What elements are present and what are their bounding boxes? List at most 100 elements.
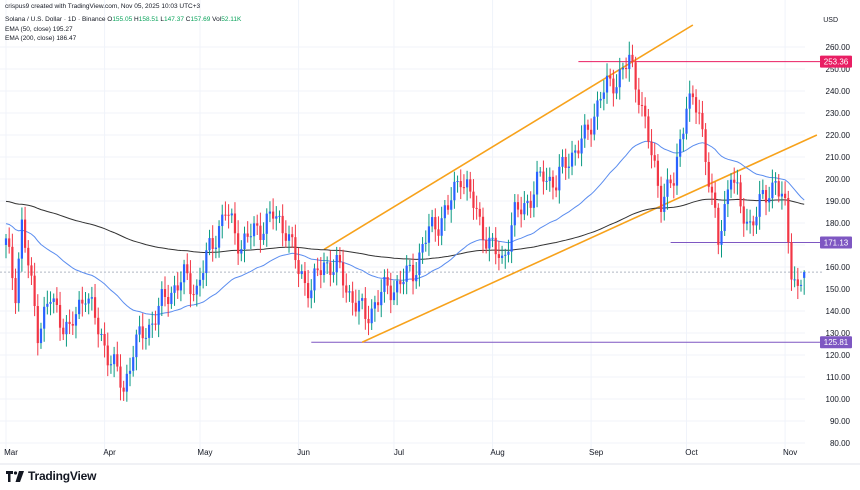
candle-body (252, 223, 256, 237)
candle-body (466, 179, 469, 188)
candle-down (192, 284, 195, 302)
candle-down (297, 247, 300, 288)
candle-down (27, 240, 30, 279)
candle-up (230, 208, 233, 224)
candle-body (669, 179, 672, 184)
resistance-badge-bg (820, 55, 852, 68)
candle-up (793, 266, 796, 288)
candle-body (227, 214, 230, 216)
candle-down (23, 206, 27, 253)
candle-body (132, 357, 135, 371)
candle-body (186, 264, 189, 274)
y-tick-label: 240.00 (826, 87, 851, 96)
candle-body (520, 209, 523, 215)
candle-body (698, 112, 701, 114)
candle-up (265, 208, 268, 247)
candle-body (300, 271, 303, 275)
ema50-line (5, 140, 805, 316)
candle-body (68, 321, 71, 324)
candle-body (84, 303, 87, 305)
candle-up (357, 289, 361, 325)
candle-body (402, 281, 405, 285)
candle-body (424, 242, 427, 245)
candle-body (62, 327, 65, 335)
candle-body (733, 179, 736, 183)
candle-body (268, 211, 272, 214)
candle-body (405, 265, 408, 282)
candle-up (780, 181, 784, 210)
candle-body (481, 216, 485, 241)
candle-up (370, 299, 373, 331)
candle-body (380, 291, 383, 306)
candle-body (777, 181, 780, 197)
candle-down (656, 154, 659, 198)
candle-body (469, 179, 472, 192)
candle-body (341, 262, 345, 286)
candle-body (367, 318, 370, 324)
candle-body (564, 157, 567, 168)
candle-body (650, 141, 653, 156)
candle-down (345, 273, 348, 303)
candle-body (319, 270, 322, 275)
candle-up (128, 357, 132, 387)
candle-body (656, 160, 659, 186)
y-tick-label: 120.00 (826, 351, 851, 360)
candle-down (717, 203, 720, 255)
candle-up (335, 246, 338, 286)
candle-body (214, 247, 217, 249)
candle-body (485, 240, 488, 249)
candle-up (113, 346, 116, 378)
candle-up (558, 154, 561, 204)
candle-body (628, 54, 631, 70)
candle-up (90, 286, 93, 311)
candle-down (733, 167, 736, 194)
candle-up (135, 329, 138, 371)
ema200-line (5, 198, 805, 260)
candle-body (195, 285, 198, 295)
candle-up (170, 286, 173, 309)
channel-upper (323, 24, 694, 251)
candle-down (577, 140, 580, 159)
candle-body (116, 354, 119, 367)
candle-up (408, 259, 411, 272)
candle-body (701, 112, 704, 130)
candle-up (729, 173, 733, 198)
candle-body (189, 273, 192, 295)
candle-body (793, 279, 796, 281)
candle-down (469, 171, 472, 199)
candle-body (163, 289, 167, 297)
candle-down (55, 287, 58, 313)
candle-up (500, 245, 504, 264)
candle-down (233, 202, 237, 245)
candle-up (268, 201, 272, 223)
candle-down (224, 201, 227, 221)
candle-body (688, 93, 691, 109)
candle-body (453, 181, 456, 201)
candle-up (510, 212, 513, 264)
candle-down (764, 184, 768, 216)
candle-down (497, 240, 500, 271)
candle-up (488, 226, 491, 262)
candle-body (577, 150, 580, 154)
y-tick-label: 220.00 (826, 131, 851, 140)
candle-down (284, 220, 287, 248)
candle-up (418, 243, 421, 287)
candle-down (319, 257, 322, 289)
candle-down (227, 204, 230, 229)
candle-body (357, 300, 361, 312)
candle-down (653, 142, 656, 168)
candle-up (4, 234, 8, 259)
candle-down (434, 208, 437, 242)
candle-down (485, 227, 488, 254)
candle-down (481, 207, 485, 254)
candle-body (726, 189, 729, 205)
candle-up (567, 153, 570, 179)
candle-up (605, 63, 609, 104)
candle-body (237, 233, 240, 254)
candle-body (723, 204, 726, 232)
candle-up (39, 322, 43, 349)
x-tick-label: Jun (297, 448, 310, 457)
candle-body (128, 370, 132, 374)
candle-down (529, 191, 532, 218)
